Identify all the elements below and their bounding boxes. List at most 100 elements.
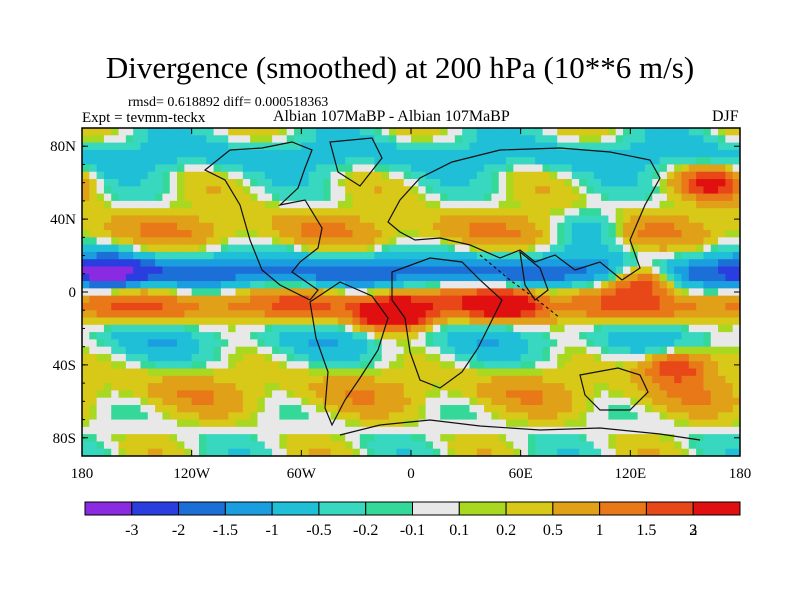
field-cell [608,302,617,311]
field-cell [337,332,346,340]
field-cell [608,368,617,377]
field-cell [191,230,200,238]
field-cell [703,281,712,289]
field-cell [696,171,705,180]
field-cell [220,193,229,202]
field-cell [564,332,573,340]
field-cell [315,310,324,319]
field-cell [579,310,588,319]
field-cell [615,412,624,421]
field-cell [652,259,661,268]
field-cell [111,128,120,136]
field-cell [250,383,259,391]
field-cell [718,310,726,319]
field-cell [623,441,631,450]
field-cell [506,157,514,166]
field-cell [571,266,580,275]
field-cell [367,157,376,166]
field-cell [593,157,602,166]
field-cell [666,324,675,333]
field-cell [527,244,536,253]
field-cell [228,273,237,282]
field-cell [345,368,354,377]
field-cell [177,135,185,144]
field-cell [623,142,631,151]
field-cell [615,404,624,413]
field-cell [96,149,105,158]
field-cell [389,361,397,370]
field-cell [644,149,653,158]
field-cell [571,135,580,144]
field-cell [177,404,185,413]
field-cell [659,302,668,311]
field-cell [177,441,185,450]
field-cell [345,157,354,166]
field-cell [125,448,134,456]
field-cell [250,288,259,297]
field-cell [637,244,646,253]
field-cell [330,426,339,435]
field-cell [535,302,544,311]
field-cell [206,295,215,304]
field-cell [191,266,200,275]
field-cell [476,404,485,413]
field-cell [454,179,463,187]
field-cell [586,135,595,144]
field-cell [103,222,112,231]
field-cell [462,149,471,158]
field-cell [389,412,397,421]
field-cell [89,361,98,370]
field-cell [345,317,354,326]
field-cell [411,135,419,144]
field-cell [118,222,127,231]
field-cell [652,179,661,187]
field-cell [527,251,536,260]
field-cell [220,434,229,443]
field-cell [111,434,120,443]
field-cell [586,288,595,297]
field-cell [666,266,675,275]
field-cell [403,259,412,268]
field-cell [323,164,332,173]
field-cell [191,434,200,443]
field-cell [520,200,529,209]
field-cell [162,434,171,443]
field-cell [732,404,740,413]
field-cell [527,186,536,195]
field-cell [257,266,266,275]
field-cell [674,193,683,202]
field-cell [235,266,244,275]
field-cell [330,332,339,340]
field-cell [462,200,471,209]
field-cell [593,368,602,377]
field-cell [462,157,471,166]
field-cell [644,448,653,456]
field-cell [403,281,412,289]
field-cell [279,244,288,253]
field-cell [213,375,222,384]
field-cell [527,310,536,319]
field-cell [250,179,259,187]
field-cell [513,426,522,435]
field-cell [228,441,237,450]
field-cell [191,441,200,450]
field-cell [184,310,193,319]
field-cell [652,375,661,384]
field-cell [177,128,185,136]
field-cell [484,200,493,209]
field-cell [315,332,324,340]
field-cell [630,244,639,253]
field-cell [111,375,120,384]
field-cell [681,200,690,209]
field-cell [425,135,434,144]
field-cell [323,230,332,238]
field-cell [718,179,726,187]
field-cell [345,404,354,413]
field-cell [286,266,295,275]
field-cell [513,346,522,355]
field-cell [535,324,544,333]
field-cell [279,368,288,377]
field-cell [549,419,558,428]
field-cell [593,361,602,370]
